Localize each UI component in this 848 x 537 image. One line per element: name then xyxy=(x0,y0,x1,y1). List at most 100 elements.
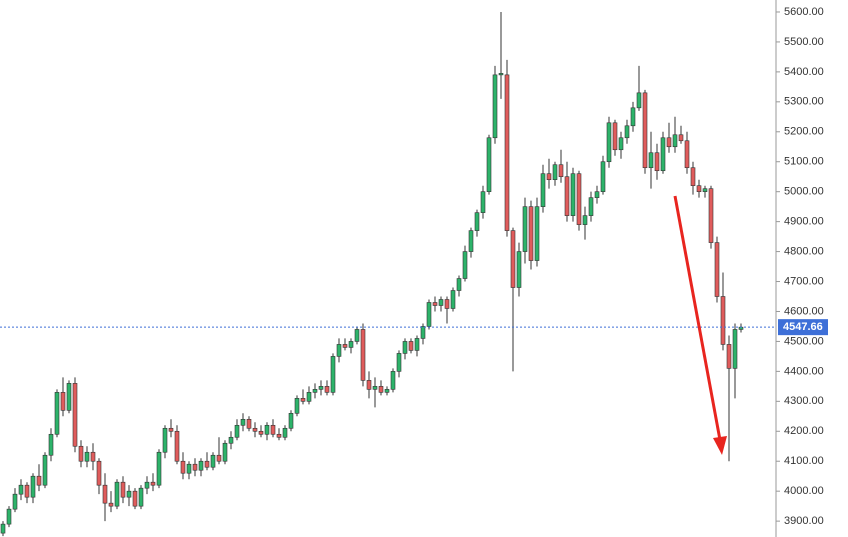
candle-body xyxy=(30,475,36,498)
candle-body xyxy=(66,383,72,411)
candle-body xyxy=(36,475,42,486)
candle-body xyxy=(672,134,678,148)
candle-body xyxy=(264,424,270,435)
candle-body xyxy=(252,427,258,432)
candle-body xyxy=(192,463,198,471)
candle-body xyxy=(156,451,162,486)
candle-body xyxy=(372,386,378,390)
candle-body xyxy=(546,173,552,180)
last-price-label: 4547.66 xyxy=(783,321,823,333)
candle-body xyxy=(354,329,360,342)
candle-body xyxy=(138,487,144,507)
candle-body xyxy=(564,176,570,216)
y-tick-label: 4800.00 xyxy=(784,245,824,257)
candle-body xyxy=(168,427,174,432)
candle-body xyxy=(306,392,312,402)
annotation-arrowhead xyxy=(713,436,727,455)
candle-body xyxy=(276,433,282,438)
candle-body xyxy=(204,460,210,468)
candle-body xyxy=(114,481,120,507)
candle-body xyxy=(120,481,126,498)
candle-body xyxy=(630,107,636,127)
candle-body xyxy=(396,353,402,372)
candle-body xyxy=(348,341,354,348)
candle-body xyxy=(420,326,426,339)
candle-body xyxy=(96,460,102,486)
candle-body xyxy=(162,427,168,453)
candle-body xyxy=(426,302,432,327)
candle-body xyxy=(588,197,594,216)
candle-body xyxy=(660,137,666,172)
y-tick-label: 4100.00 xyxy=(784,455,824,467)
candle-body xyxy=(324,386,330,393)
candle-body xyxy=(198,460,204,471)
candle-body xyxy=(54,392,60,435)
candle-body xyxy=(228,436,234,444)
candle-body xyxy=(240,418,246,426)
candle-body xyxy=(558,164,564,178)
candle-body xyxy=(576,173,582,225)
candle-body xyxy=(60,392,66,411)
candle-body xyxy=(24,484,30,498)
candle-body xyxy=(462,251,468,279)
candle-body xyxy=(438,299,444,306)
candle-body xyxy=(288,413,294,429)
candle-body xyxy=(450,290,456,309)
candle-body xyxy=(174,430,180,462)
candle-body xyxy=(552,164,558,180)
candle-body xyxy=(510,230,516,288)
candle-body xyxy=(486,137,492,192)
candle-body xyxy=(180,460,186,474)
y-tick-label: 4900.00 xyxy=(784,216,824,228)
y-tick-label: 5300.00 xyxy=(784,96,824,108)
candle-body xyxy=(504,74,510,231)
candle-body xyxy=(126,490,132,498)
candle-body xyxy=(708,188,714,243)
y-tick-label: 4500.00 xyxy=(784,335,824,347)
candle-body xyxy=(390,371,396,390)
candle-body xyxy=(90,451,96,462)
candle-body xyxy=(246,418,252,429)
candle-body xyxy=(528,206,534,261)
candle-body xyxy=(48,433,54,456)
candle-body xyxy=(414,338,420,351)
candle-body xyxy=(474,212,480,231)
candle-body xyxy=(84,451,90,462)
y-tick-label: 5600.00 xyxy=(784,6,824,18)
candle-body xyxy=(606,122,612,163)
last-price-box xyxy=(778,319,828,336)
candle-body xyxy=(720,296,726,345)
candle-body xyxy=(336,344,342,357)
candle-body xyxy=(636,92,642,109)
y-tick-label: 4300.00 xyxy=(784,395,824,407)
candle-body xyxy=(612,122,618,151)
candle-body xyxy=(468,230,474,252)
candle-body xyxy=(18,484,24,495)
candle-body xyxy=(132,490,138,507)
candle-body xyxy=(498,73,504,76)
candle-body xyxy=(654,152,660,172)
candle-body xyxy=(714,242,720,297)
candle-body xyxy=(300,398,306,402)
candle-body xyxy=(582,215,588,225)
candle-body xyxy=(666,137,672,148)
y-tick-label: 5400.00 xyxy=(784,66,824,78)
candle-body xyxy=(0,523,6,534)
candle-body xyxy=(570,173,576,216)
candle-body xyxy=(144,481,150,489)
candle-body xyxy=(684,140,690,169)
candle-body xyxy=(492,74,498,139)
candle-body xyxy=(480,191,486,213)
candle-body xyxy=(624,125,630,139)
y-tick-label: 5500.00 xyxy=(784,36,824,48)
y-tick-label: 5000.00 xyxy=(784,186,824,198)
candle-body xyxy=(270,424,276,435)
candle-body xyxy=(402,341,408,354)
candle-body xyxy=(318,386,324,390)
candle-body xyxy=(12,493,18,510)
y-tick-label: 3900.00 xyxy=(784,515,824,527)
candle-body xyxy=(600,161,606,192)
candle-body xyxy=(702,188,708,192)
candle-body xyxy=(294,398,300,414)
